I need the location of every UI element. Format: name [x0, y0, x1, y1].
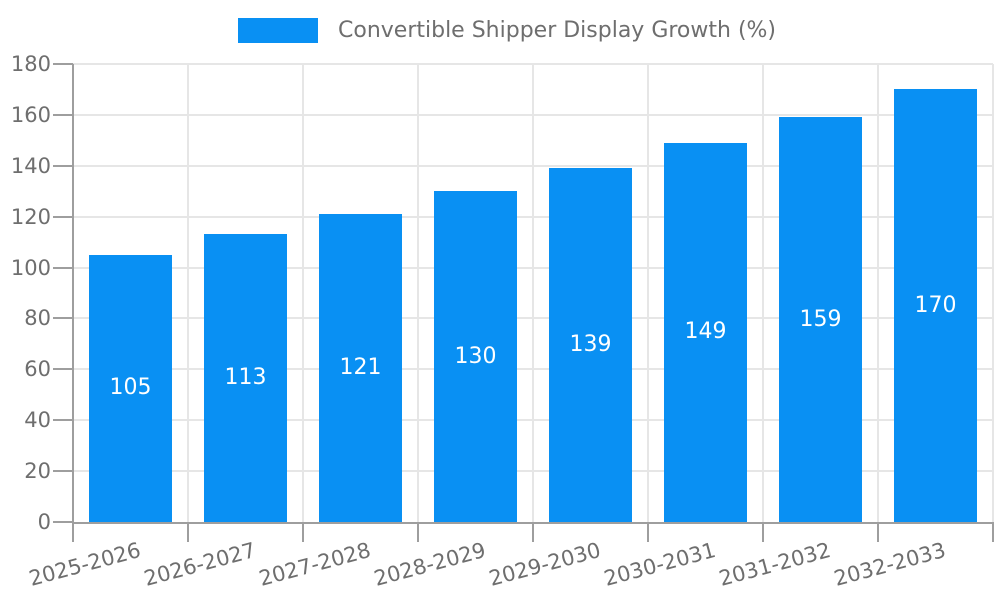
- y-axis-tick: [53, 368, 73, 371]
- gridline-vertical: [187, 64, 189, 522]
- x-axis-tick: [302, 522, 304, 542]
- x-axis-tick: [72, 522, 74, 542]
- bar: [664, 142, 747, 522]
- gridline-vertical: [877, 64, 879, 522]
- bar: [204, 234, 287, 522]
- bar: [89, 254, 172, 522]
- y-tick-label: 80: [24, 306, 51, 331]
- x-axis-tick: [417, 522, 419, 542]
- gridline-vertical: [762, 64, 764, 522]
- y-tick-label: 0: [37, 510, 51, 534]
- gridline-vertical: [647, 64, 649, 522]
- y-axis-tick: [53, 63, 73, 65]
- gridline-vertical: [992, 64, 994, 522]
- y-axis-tick: [53, 317, 73, 320]
- bar-value-label: 139: [569, 332, 612, 358]
- bar-value-label: 149: [684, 319, 727, 345]
- y-tick-label: 180: [10, 52, 51, 76]
- y-tick-label: 140: [10, 153, 51, 178]
- y-tick-label: 120: [10, 204, 51, 229]
- bar: [779, 117, 862, 522]
- gridline-vertical: [302, 64, 304, 522]
- y-axis-tick: [53, 521, 73, 523]
- bar-value-label: 159: [799, 306, 842, 332]
- x-axis-tick: [532, 522, 534, 542]
- y-tick-label: 100: [10, 255, 51, 280]
- y-axis-line: [72, 64, 74, 522]
- x-axis-tick: [762, 522, 764, 542]
- y-tick-label: 60: [24, 357, 51, 382]
- legend: Convertible Shipper Display Growth (%): [238, 18, 776, 43]
- x-axis-tick: [877, 522, 879, 542]
- y-axis-tick: [53, 266, 73, 269]
- bar-value-label: 121: [339, 355, 382, 381]
- y-tick-label: 160: [10, 102, 51, 127]
- gridline-vertical: [532, 64, 534, 522]
- x-axis-tick: [187, 522, 189, 542]
- bar: [894, 89, 977, 522]
- y-axis-tick: [53, 470, 73, 473]
- y-axis-tick: [53, 419, 73, 422]
- bar: [319, 214, 402, 522]
- gridline-vertical: [417, 64, 419, 522]
- bar-value-label: 113: [224, 365, 267, 391]
- x-axis-tick: [992, 522, 994, 542]
- bar: [434, 191, 517, 522]
- legend-swatch: [238, 18, 318, 43]
- x-axis-tick: [647, 522, 649, 542]
- y-tick-label: 40: [24, 408, 51, 433]
- y-axis-tick: [53, 215, 73, 218]
- y-axis-tick: [53, 164, 73, 167]
- bar-value-label: 130: [454, 343, 497, 369]
- legend-label: Convertible Shipper Display Growth (%): [338, 18, 777, 43]
- bar-value-label: 170: [914, 292, 957, 318]
- bar-value-label: 105: [109, 375, 152, 401]
- bar: [549, 168, 632, 522]
- x-axis-line: [72, 522, 994, 524]
- y-tick-label: 20: [24, 459, 51, 484]
- y-axis-tick: [53, 113, 73, 116]
